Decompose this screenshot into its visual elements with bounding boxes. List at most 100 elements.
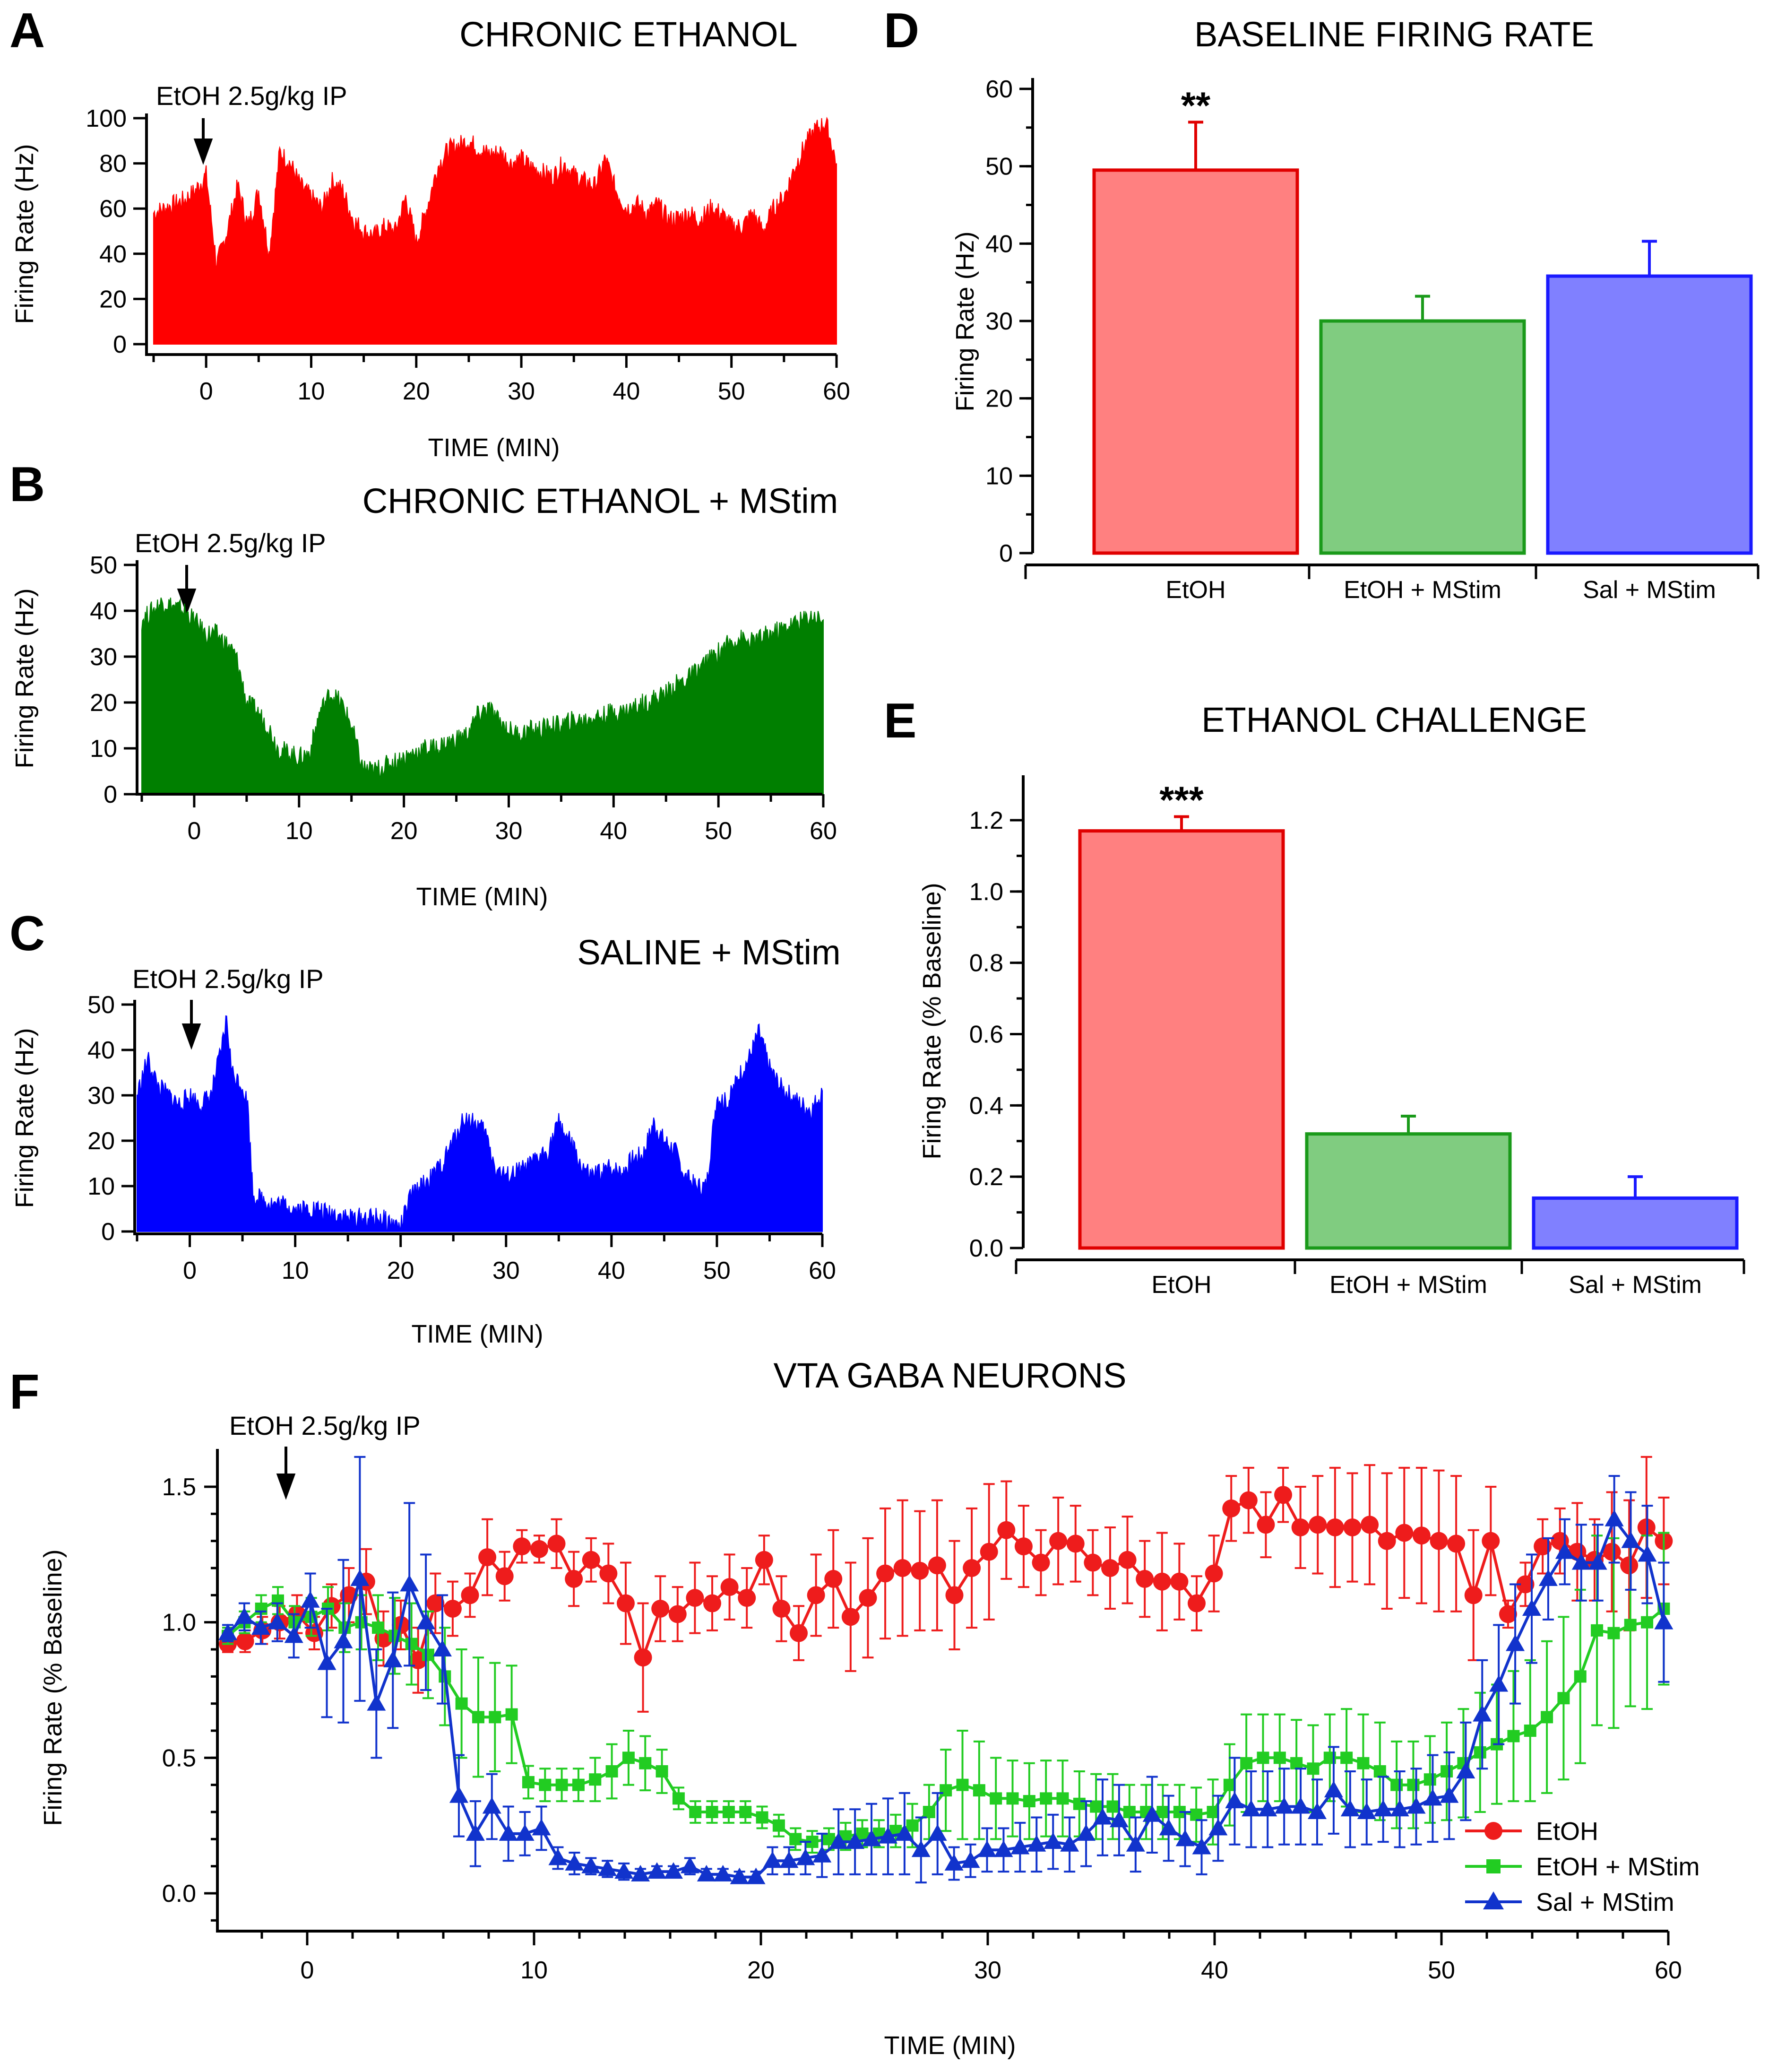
data-point xyxy=(1153,1572,1171,1591)
data-point xyxy=(1456,1762,1475,1778)
y-tick-label: 10 xyxy=(985,462,1013,490)
data-point xyxy=(1190,1808,1203,1821)
y-tick-label: 0.0 xyxy=(162,1880,196,1907)
data-point xyxy=(634,1648,652,1667)
bar-etoh xyxy=(1078,829,1285,1250)
data-point xyxy=(859,1589,877,1607)
data-point xyxy=(218,1623,237,1640)
panel-f-arrow-icon xyxy=(276,1447,296,1500)
category-label: EtOH xyxy=(1151,1271,1211,1299)
data-point xyxy=(689,1806,702,1818)
data-point xyxy=(668,1605,687,1623)
data-point xyxy=(1340,1800,1360,1817)
bar-sal-mstim xyxy=(1532,1196,1739,1250)
series-line xyxy=(226,1516,1665,1879)
data-point xyxy=(1603,1543,1621,1561)
data-point xyxy=(1109,1811,1129,1828)
data-point xyxy=(530,1540,548,1558)
y-tick-label: 30 xyxy=(87,1082,115,1110)
data-point xyxy=(1620,1556,1639,1575)
panel-a-annotation: EtOH 2.5g/kg IP xyxy=(156,81,347,111)
data-point xyxy=(251,1618,270,1635)
panel-c-annotation: EtOH 2.5g/kg IP xyxy=(132,964,324,994)
data-point xyxy=(1056,1792,1069,1805)
data-point xyxy=(703,1594,722,1613)
data-point xyxy=(614,1862,634,1879)
legend-label: Sal + MStim xyxy=(1536,1888,1674,1916)
data-point xyxy=(763,1851,782,1868)
data-point xyxy=(515,1824,535,1841)
data-point xyxy=(1291,1797,1311,1814)
data-point xyxy=(1049,1532,1068,1550)
data-point xyxy=(581,1856,601,1873)
data-point xyxy=(1273,1751,1286,1764)
y-tick-label: 60 xyxy=(99,195,127,223)
data-point xyxy=(1023,1795,1035,1808)
data-point xyxy=(1290,1757,1303,1769)
x-tick-label: 20 xyxy=(747,1957,775,1984)
x-tick-label: 10 xyxy=(298,378,325,405)
data-point xyxy=(720,1578,739,1596)
data-point xyxy=(789,1833,802,1846)
y-tick-label: 50 xyxy=(87,991,115,1019)
y-tick-label: 0.0 xyxy=(969,1235,1003,1262)
panel-f-axes xyxy=(216,1449,1668,1933)
data-point xyxy=(1066,1534,1085,1553)
data-point xyxy=(1225,1792,1244,1809)
data-point xyxy=(236,1632,254,1650)
category-label: EtOH + MStim xyxy=(1329,1271,1487,1299)
panel-f-x-ticks: 0 10 20 30 40 50 60 xyxy=(260,1931,1682,1984)
data-point xyxy=(756,1811,768,1824)
y-tick-label: 0 xyxy=(113,331,127,358)
data-point xyxy=(1006,1792,1019,1805)
data-point xyxy=(1060,1835,1079,1852)
data-point xyxy=(1538,1569,1558,1586)
data-point xyxy=(1084,1553,1102,1572)
data-point xyxy=(893,1559,912,1577)
data-point xyxy=(878,1827,897,1844)
data-point xyxy=(1506,1634,1525,1651)
data-point xyxy=(990,1792,1002,1805)
data-point xyxy=(1624,1619,1637,1631)
panel-c-x-ticks: 0 10 20 30 40 50 60 xyxy=(136,1234,836,1284)
data-point xyxy=(973,1784,985,1797)
data-point xyxy=(1557,1692,1570,1705)
data-point xyxy=(1136,1569,1154,1588)
data-point xyxy=(461,1586,479,1604)
data-point xyxy=(1240,1757,1253,1769)
data-point xyxy=(1014,1537,1033,1556)
data-point xyxy=(1032,1553,1050,1572)
panel-b-xlabel: TIME (MIN) xyxy=(416,883,548,911)
legend-label: EtOH xyxy=(1536,1817,1598,1846)
data-point xyxy=(371,1621,384,1634)
data-point xyxy=(1395,1524,1414,1542)
data-point xyxy=(1524,1725,1536,1737)
panel-a-ylabel: Firing Rate (Hz) xyxy=(10,144,39,324)
data-point xyxy=(713,1864,733,1881)
x-tick-label: 40 xyxy=(1201,1957,1228,1984)
x-tick-label: 40 xyxy=(612,378,640,405)
panel-a-axes xyxy=(145,113,837,356)
y-tick-label: 60 xyxy=(985,76,1013,103)
data-point xyxy=(856,1827,869,1840)
data-point xyxy=(1010,1838,1030,1855)
data-point xyxy=(841,1608,860,1626)
data-point xyxy=(1638,1545,1657,1562)
data-point xyxy=(1621,1531,1640,1548)
panel-c-plot xyxy=(137,1015,823,1232)
data-point xyxy=(772,1819,785,1832)
data-point xyxy=(1406,1797,1426,1814)
y-tick-label: 20 xyxy=(87,1127,115,1155)
y-tick-label: 40 xyxy=(90,598,117,625)
data-point xyxy=(906,1819,919,1832)
y-tick-label: 100 xyxy=(86,105,127,132)
data-point xyxy=(647,1862,667,1879)
x-tick-label: 60 xyxy=(809,1257,836,1284)
data-point xyxy=(1361,1516,1379,1534)
panel-f-legend: EtOH EtOH + MStim Sal + MStim xyxy=(1465,1817,1700,1916)
data-point xyxy=(1309,1516,1327,1534)
panel-f-ylabel: Firing Rate (% Baseline) xyxy=(39,1549,67,1826)
data-point xyxy=(746,1867,766,1884)
data-point xyxy=(1258,1800,1277,1817)
data-point xyxy=(1324,1781,1343,1798)
